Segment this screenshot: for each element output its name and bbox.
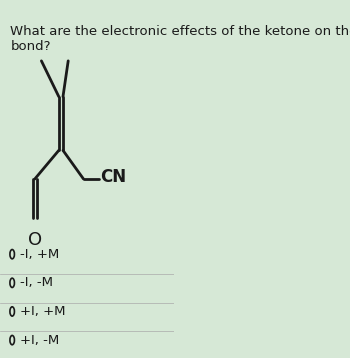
Text: -I, +M: -I, +M: [20, 248, 59, 261]
Text: -I, -M: -I, -M: [20, 276, 53, 289]
Text: +I, +M: +I, +M: [20, 305, 65, 318]
Text: What are the electronic effects of the ketone on the C=C double
bond?: What are the electronic effects of the k…: [10, 25, 350, 53]
Text: +I, -M: +I, -M: [20, 334, 59, 347]
Text: O: O: [28, 231, 42, 249]
Text: CN: CN: [100, 168, 126, 186]
